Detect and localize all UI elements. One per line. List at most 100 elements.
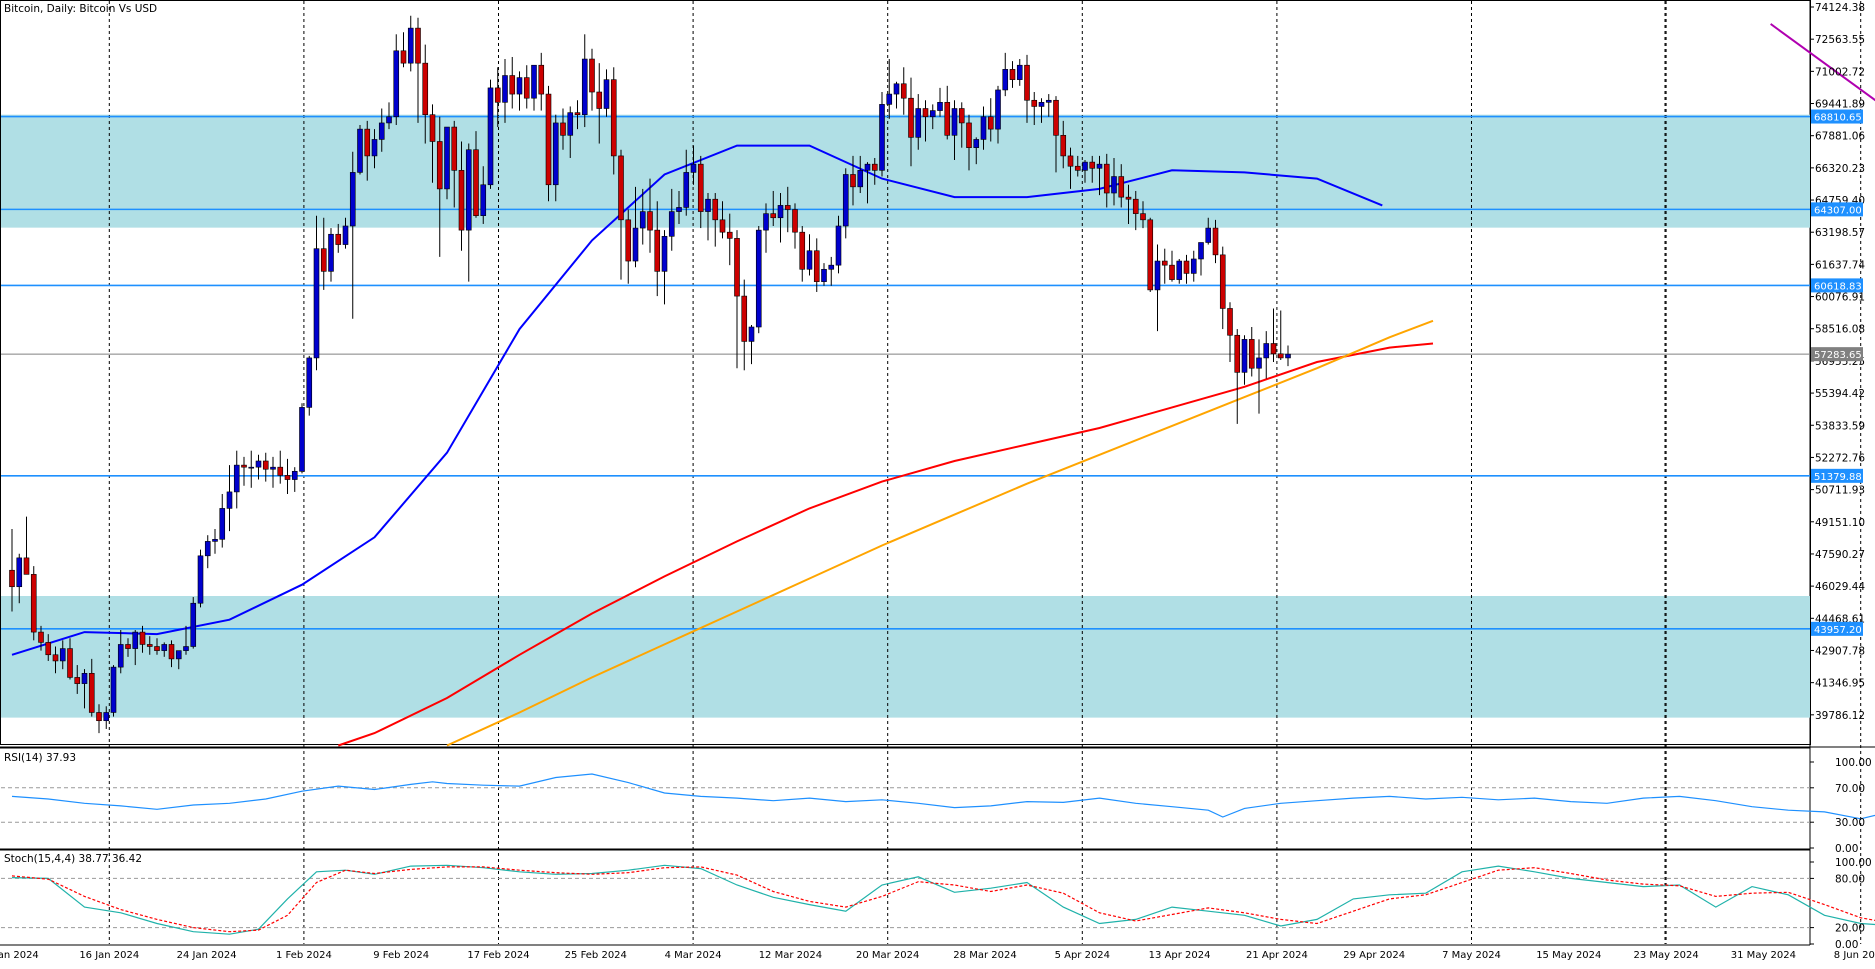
candle-body [1154, 260, 1161, 291]
candle-body [30, 574, 37, 633]
candle-body [1161, 260, 1168, 266]
candle-body [1074, 165, 1081, 171]
candle-body [857, 170, 864, 188]
support-zone [1, 114, 1810, 228]
candle-body [349, 172, 356, 227]
rsi-tick-label: 70.00 [1835, 783, 1865, 795]
candle-body [168, 644, 175, 660]
rsi-tick-label: 100.00 [1835, 757, 1872, 769]
candle-body [545, 93, 552, 186]
y-tick-label: 41346.95 [1815, 678, 1865, 690]
candle-body [1234, 334, 1241, 373]
x-tick-label: 21 Apr 2024 [1246, 950, 1308, 961]
y-tick-label: 61637.74 [1815, 259, 1865, 271]
candle-body [1002, 69, 1009, 91]
candle-body [632, 227, 639, 262]
y-tick-label: 55394.42 [1815, 388, 1865, 400]
candle-body [922, 108, 929, 118]
candle-body [523, 77, 530, 99]
candle-body [748, 326, 755, 342]
candle-body [647, 211, 653, 231]
x-tick-label: 8 Jan 2024 [0, 950, 39, 961]
candle-body [1169, 264, 1175, 280]
candle-body [712, 198, 719, 221]
candle-body [1082, 161, 1088, 171]
candle-body [270, 466, 276, 470]
candle-body [320, 248, 327, 272]
y-tick-label: 52272.76 [1815, 452, 1865, 464]
x-tick-label: 1 Feb 2024 [276, 950, 332, 961]
candle-body [473, 149, 479, 216]
candle-body [1176, 260, 1183, 280]
candle-body [1198, 242, 1204, 260]
candle-body [451, 126, 458, 171]
candle-body [1132, 198, 1139, 214]
candle-body [777, 205, 784, 219]
candle-body [980, 116, 987, 140]
candle-body [705, 198, 711, 212]
candle-body [1190, 258, 1197, 274]
candle-body [516, 77, 523, 95]
candle-body [842, 174, 849, 227]
candle-body [88, 673, 95, 713]
candle-body [958, 108, 965, 124]
y-tick-label: 60076.91 [1815, 292, 1865, 304]
y-tick-label: 50711.93 [1815, 485, 1865, 497]
candle-body [574, 112, 581, 115]
candle-body [835, 225, 842, 266]
rsi-tick-label: 0.00 [1835, 843, 1858, 855]
candle-body [487, 87, 494, 186]
candle-body [1053, 99, 1059, 136]
candle-body [16, 557, 23, 588]
candle-body [342, 225, 349, 245]
candle-body [937, 102, 943, 111]
y-tick-label: 47590.27 [1815, 549, 1865, 561]
y-tick-label: 49151.10 [1815, 517, 1865, 529]
candle-body [792, 209, 798, 233]
candle-body [951, 108, 958, 136]
candle-body [67, 648, 73, 678]
price-level-tag [1811, 621, 1863, 636]
x-tick-label: 29 Apr 2024 [1343, 950, 1405, 961]
candle-body [1140, 213, 1146, 221]
candle-body [1205, 227, 1212, 243]
candle-body [850, 174, 856, 188]
indicator-layer [1, 773, 1875, 935]
y-tick-label: 72563.55 [1815, 34, 1865, 46]
y-tick-label: 46029.44 [1815, 581, 1865, 593]
candle-body [1285, 353, 1291, 359]
x-tick-label: 31 May 2024 [1731, 950, 1796, 961]
candle-body [241, 464, 247, 468]
candle-body [806, 250, 813, 270]
candle-body [422, 62, 429, 115]
candle-body [552, 122, 559, 186]
support-zone [1, 596, 1810, 718]
candle-body [139, 631, 146, 645]
candle-body [45, 642, 52, 656]
candle-body [1125, 196, 1132, 200]
y-tick-label: 66320.23 [1815, 163, 1865, 175]
candle-body [1067, 155, 1074, 167]
candle-body [444, 126, 450, 190]
moving-average-line [446, 319, 1434, 747]
candle-body [458, 170, 465, 231]
candle-body [494, 87, 501, 103]
candle-body [603, 79, 610, 109]
candle-body [755, 229, 762, 328]
moving-average-line [337, 342, 1434, 747]
candle-body [1147, 219, 1154, 291]
candle-body [74, 677, 81, 684]
candle-body [1016, 64, 1023, 80]
candle-body [683, 172, 690, 208]
y-tick-label: 63198.57 [1815, 227, 1865, 239]
candle-body [262, 460, 269, 470]
level-layer [1, 115, 1810, 630]
candle-body [393, 50, 400, 118]
candle-body [1024, 64, 1030, 101]
candle-body [668, 211, 675, 237]
x-tick-label: 8 Jun 2024 [1834, 950, 1875, 961]
candle-body [357, 128, 363, 173]
stoch-line [11, 864, 1875, 935]
